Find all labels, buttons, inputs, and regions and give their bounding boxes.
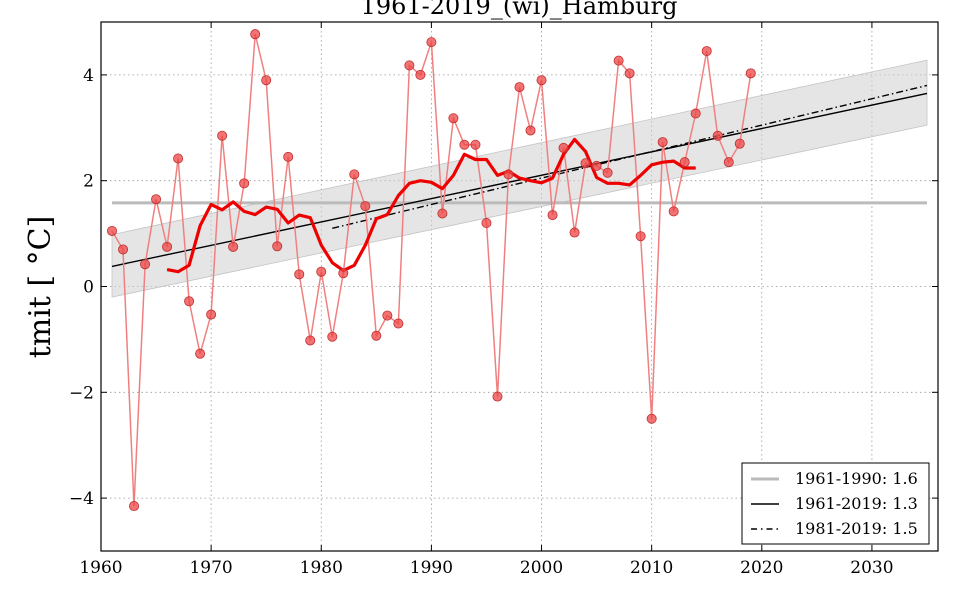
data-point	[239, 178, 250, 189]
data-point	[338, 268, 349, 279]
data-point	[261, 75, 272, 86]
x-tick-label: 2020	[740, 558, 783, 578]
y-tick-label: 0	[83, 278, 94, 298]
data-point	[426, 37, 437, 48]
data-point	[646, 413, 657, 424]
data-point	[712, 130, 723, 141]
data-point	[657, 137, 668, 148]
data-point	[118, 244, 129, 255]
data-point	[316, 266, 327, 277]
data-point	[305, 335, 316, 346]
plot-area: 1960 1970 1980 1990 2000 2010 2020 2030 −4 −2 0 2 4	[69, 21, 939, 578]
trend-line-1	[111, 92, 928, 268]
x-tick-label: 1960	[79, 558, 122, 578]
x-tick-label: 1990	[410, 558, 453, 578]
data-point	[151, 194, 162, 205]
data-point	[459, 139, 470, 150]
data-point	[173, 153, 184, 164]
data-point	[470, 139, 481, 150]
legend-label-2: 1961-2019: 1.3	[795, 494, 918, 513]
data-point	[162, 241, 173, 252]
data-point	[448, 113, 459, 124]
data-point	[217, 130, 228, 141]
data-point	[327, 331, 338, 342]
data-point	[349, 169, 360, 180]
data-point	[613, 55, 624, 66]
data-point	[184, 296, 195, 307]
data-point	[723, 157, 734, 168]
data-point	[129, 501, 140, 512]
data-point	[668, 206, 679, 217]
data-point	[701, 46, 712, 57]
data-point	[569, 227, 580, 238]
data-point	[371, 330, 382, 341]
data-point	[360, 201, 371, 212]
x-tick-label: 2010	[630, 558, 673, 578]
data-point	[679, 157, 690, 168]
data-point	[228, 241, 239, 252]
legend-label-3: 1981-2019: 1.5	[795, 519, 918, 538]
legend-label-1: 1961-1990: 1.6	[795, 469, 918, 488]
data-point	[536, 75, 547, 86]
legend: 1961-1990: 1.6 1961-2019: 1.3 1981-2019: 1…	[741, 462, 930, 545]
trend-line-2	[332, 84, 928, 229]
data-point	[547, 210, 558, 221]
data-point	[393, 318, 404, 329]
data-point	[602, 167, 613, 178]
y-axis-label: tmit [ °C]	[23, 216, 58, 359]
data-point	[481, 218, 492, 229]
data-point	[745, 68, 756, 79]
data-point	[107, 225, 118, 236]
data-point	[250, 29, 261, 40]
x-tick-label: 2030	[850, 558, 893, 578]
data-point	[624, 68, 635, 79]
data-point	[734, 138, 745, 149]
y-tick-label: 2	[83, 172, 94, 192]
data-point	[294, 269, 305, 280]
data-point	[580, 158, 591, 169]
data-point	[404, 60, 415, 71]
data-point	[283, 151, 294, 162]
y-tick-label: −2	[69, 383, 94, 403]
data-point	[492, 391, 503, 402]
x-tick-label: 1980	[300, 558, 343, 578]
data-point	[206, 309, 217, 320]
y-tick-label: −4	[69, 489, 94, 509]
data-point	[382, 310, 393, 321]
data-point	[140, 259, 151, 270]
x-tick-label: 2000	[520, 558, 563, 578]
y-tick-label: 4	[83, 66, 94, 86]
data-point	[525, 125, 536, 136]
moving-average-line	[166, 137, 696, 274]
data-point	[272, 241, 283, 252]
x-tick-label: 1970	[189, 558, 232, 578]
data-point	[514, 82, 525, 93]
data-point	[415, 69, 426, 80]
data-point	[690, 108, 701, 119]
data-point	[635, 231, 646, 242]
data-point	[591, 160, 602, 171]
data-point	[437, 208, 448, 219]
data-point	[503, 169, 514, 180]
chart-title: 1961-2019_(wi)_Hamburg	[361, 0, 678, 20]
data-point	[195, 348, 206, 359]
data-point	[558, 142, 569, 153]
